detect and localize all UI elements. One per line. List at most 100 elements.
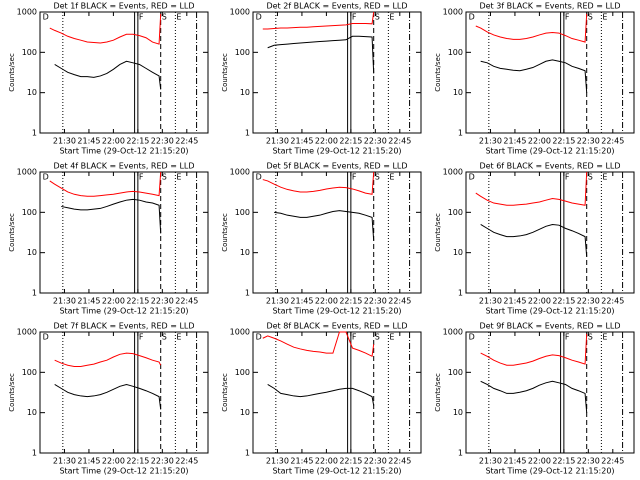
chart-title: Det 3f BLACK = Events, RED = LLD bbox=[479, 2, 620, 11]
y-tick-label: 100 bbox=[22, 208, 37, 217]
chart-title: Det 5f BLACK = Events, RED = LLD bbox=[266, 162, 407, 171]
series-line bbox=[262, 331, 375, 358]
panel: 1 10 100 1000 21:30 21:45 22:00 22:15 22:30 22:45… bbox=[434, 2, 635, 156]
y-tick-label: 10 bbox=[453, 248, 463, 257]
event-marker-label: E bbox=[602, 333, 607, 342]
y-tick-label: 1 bbox=[458, 129, 463, 138]
y-tick-label: 1 bbox=[458, 449, 463, 458]
y-axis-label: Counts/sec bbox=[434, 373, 442, 412]
x-tick-label: 21:45 bbox=[503, 457, 526, 466]
plot-frame bbox=[39, 171, 209, 294]
x-tick-label: 22:30 bbox=[151, 457, 174, 466]
y-tick-label: 1 bbox=[245, 449, 250, 458]
y-tick-label: 1000 bbox=[17, 328, 37, 337]
x-tick-label: 21:30 bbox=[266, 137, 289, 146]
series-line bbox=[480, 380, 588, 413]
event-marker-label: S bbox=[162, 173, 167, 182]
event-marker-label: F bbox=[352, 13, 357, 22]
event-marker-label: E bbox=[176, 173, 181, 182]
y-axis-label: Counts/sec bbox=[434, 53, 442, 92]
y-axis-label: Counts/sec bbox=[8, 213, 16, 252]
event-marker-label: S bbox=[588, 13, 593, 22]
x-tick-label: 22:15 bbox=[339, 137, 362, 146]
x-tick-label: 21:45 bbox=[290, 457, 313, 466]
x-tick-label: 22:45 bbox=[388, 137, 411, 146]
event-marker-label: S bbox=[375, 13, 380, 22]
x-tick-label: 22:15 bbox=[126, 137, 149, 146]
y-tick-label: 1000 bbox=[230, 168, 250, 177]
panel: 1 10 100 1000 21:30 21:45 22:00 22:15 22:30 22:45… bbox=[221, 2, 422, 156]
x-axis-label: Start Time (29-Oct-12 21:15:20) bbox=[485, 147, 614, 156]
y-tick-label: 1000 bbox=[230, 8, 250, 17]
chart-title: Det 6f BLACK = Events, RED = LLD bbox=[479, 162, 620, 171]
plot-frame bbox=[465, 11, 635, 134]
x-tick-label: 22:15 bbox=[339, 297, 362, 306]
x-tick-label: 22:30 bbox=[577, 297, 600, 306]
y-tick-label: 1 bbox=[245, 129, 250, 138]
panel: 1 10 100 1000 21:30 21:45 22:00 22:15 22:30 22:45… bbox=[8, 322, 209, 476]
series-line bbox=[262, 11, 375, 30]
y-tick-label: 10 bbox=[240, 408, 250, 417]
event-marker-label: S bbox=[162, 13, 167, 22]
event-marker-label: D bbox=[256, 333, 262, 342]
chart-title: Det 9f BLACK = Events, RED = LLD bbox=[479, 322, 620, 331]
x-axis-label: Start Time (29-Oct-12 21:15:20) bbox=[59, 147, 188, 156]
x-tick-label: 21:30 bbox=[53, 137, 76, 146]
event-marker-label: E bbox=[389, 333, 394, 342]
y-axis-label: Counts/sec bbox=[221, 373, 229, 412]
x-tick-label: 21:45 bbox=[77, 137, 100, 146]
series-line bbox=[480, 59, 588, 93]
event-marker-label: E bbox=[602, 13, 607, 22]
x-tick-label: 22:30 bbox=[364, 137, 387, 146]
x-tick-label: 22:30 bbox=[364, 457, 387, 466]
series-line bbox=[49, 171, 162, 197]
x-tick-label: 22:30 bbox=[577, 137, 600, 146]
event-marker-label: F bbox=[139, 333, 144, 342]
x-axis-label: Start Time (29-Oct-12 21:15:20) bbox=[272, 307, 401, 316]
y-tick-label: 10 bbox=[453, 408, 463, 417]
x-tick-label: 21:45 bbox=[290, 297, 313, 306]
x-tick-label: 22:00 bbox=[102, 137, 125, 146]
x-tick-label: 22:30 bbox=[151, 137, 174, 146]
plot-frame bbox=[252, 331, 422, 454]
x-tick-label: 21:30 bbox=[266, 457, 289, 466]
series-line bbox=[61, 198, 162, 234]
plot-frame bbox=[39, 331, 209, 454]
x-axis-label: Start Time (29-Oct-12 21:15:20) bbox=[272, 467, 401, 476]
x-tick-label: 22:00 bbox=[528, 297, 551, 306]
panel: 1 10 100 1000 21:30 21:45 22:00 22:15 22:30 22:45… bbox=[434, 162, 635, 316]
event-marker-label: F bbox=[139, 173, 144, 182]
x-tick-label: 22:00 bbox=[315, 457, 338, 466]
event-marker-label: E bbox=[389, 13, 394, 22]
x-tick-label: 22:45 bbox=[601, 137, 624, 146]
x-axis-label: Start Time (29-Oct-12 21:15:20) bbox=[485, 307, 614, 316]
x-tick-label: 21:45 bbox=[503, 297, 526, 306]
series-line bbox=[480, 333, 588, 366]
event-marker-label: D bbox=[256, 173, 262, 182]
plot-frame bbox=[465, 171, 635, 294]
event-marker-label: D bbox=[43, 13, 49, 22]
y-tick-label: 100 bbox=[448, 208, 463, 217]
series-line bbox=[267, 384, 375, 406]
y-tick-label: 100 bbox=[448, 48, 463, 57]
x-tick-label: 22:00 bbox=[528, 137, 551, 146]
x-tick-label: 22:30 bbox=[577, 457, 600, 466]
x-tick-label: 22:45 bbox=[388, 297, 411, 306]
series-line bbox=[480, 223, 588, 257]
y-tick-label: 1 bbox=[32, 449, 37, 458]
event-marker-label: S bbox=[588, 173, 593, 182]
x-tick-label: 22:15 bbox=[126, 297, 149, 306]
x-tick-label: 22:15 bbox=[552, 297, 575, 306]
y-tick-label: 1000 bbox=[17, 168, 37, 177]
x-tick-label: 22:45 bbox=[175, 297, 198, 306]
event-marker-label: S bbox=[162, 333, 167, 342]
x-tick-label: 22:45 bbox=[388, 457, 411, 466]
y-tick-label: 1000 bbox=[443, 168, 463, 177]
y-axis-label: Counts/sec bbox=[8, 373, 16, 412]
event-marker-label: D bbox=[43, 333, 49, 342]
x-tick-label: 21:45 bbox=[77, 297, 100, 306]
x-tick-label: 22:45 bbox=[175, 137, 198, 146]
x-tick-label: 21:30 bbox=[53, 297, 76, 306]
